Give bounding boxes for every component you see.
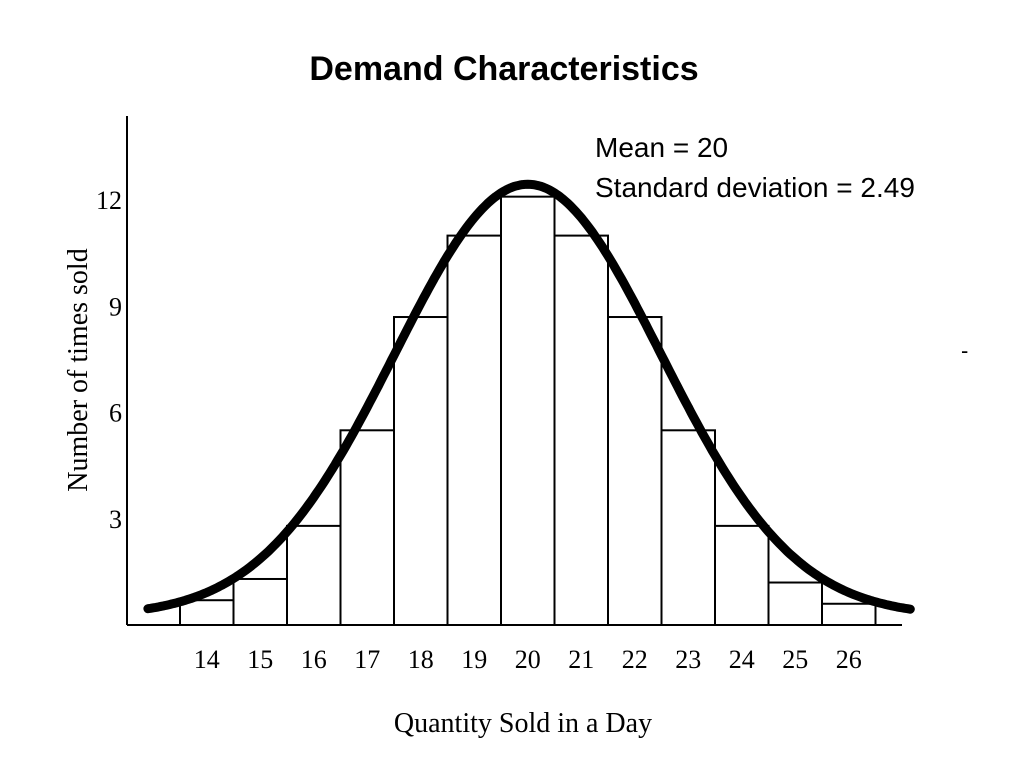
y-tick-labels: 3 6 9 12 (96, 186, 122, 534)
bar-19 (446, 234, 502, 626)
y-tick-label: 6 (109, 399, 122, 428)
x-tick-label: 15 (247, 645, 273, 674)
x-tick-label: 16 (301, 645, 327, 674)
bar-17 (339, 429, 395, 626)
bar-24 (714, 524, 770, 627)
normal-curve (143, 179, 915, 614)
x-tick-label: 26 (836, 645, 862, 674)
x-axis-title: Quantity Sold in a Day (394, 708, 652, 739)
x-tick-label: 22 (622, 645, 648, 674)
x-tick-label: 19 (461, 645, 487, 674)
x-tick-label: 24 (729, 645, 755, 674)
bar-15 (232, 577, 288, 626)
x-tick-labels: 14 15 16 17 18 19 20 21 22 23 24 25 26 (194, 645, 862, 674)
x-tick-label: 23 (675, 645, 701, 674)
bar-26 (821, 602, 877, 627)
y-tick-label: 12 (96, 186, 122, 215)
bar-25 (767, 581, 823, 627)
y-tick-label: 9 (109, 292, 122, 321)
x-tick-label: 21 (568, 645, 594, 674)
bar-18 (393, 316, 449, 626)
chart-title: Demand Characteristics (309, 50, 699, 88)
y-axis-title: Number of times sold (63, 248, 94, 491)
bar-21 (553, 234, 609, 626)
x-tick-label: 14 (194, 645, 220, 674)
x-tick-label: 18 (408, 645, 434, 674)
stats-annotation: Mean = 20 Standard deviation = 2.49 (595, 128, 915, 208)
x-tick-label: 20 (515, 645, 541, 674)
y-tick-label: 3 (109, 505, 122, 534)
mean-label: Mean = 20 (595, 132, 729, 163)
bar-16 (286, 524, 342, 627)
bars-group (179, 195, 877, 627)
bar-22 (607, 316, 663, 626)
bar-20 (500, 195, 556, 626)
std-dev-label: Standard deviation = 2.49 (595, 172, 915, 203)
stray-dash-mark: - (961, 338, 969, 363)
bar-23 (660, 429, 716, 626)
x-tick-label: 25 (782, 645, 808, 674)
x-tick-label: 17 (354, 645, 380, 674)
